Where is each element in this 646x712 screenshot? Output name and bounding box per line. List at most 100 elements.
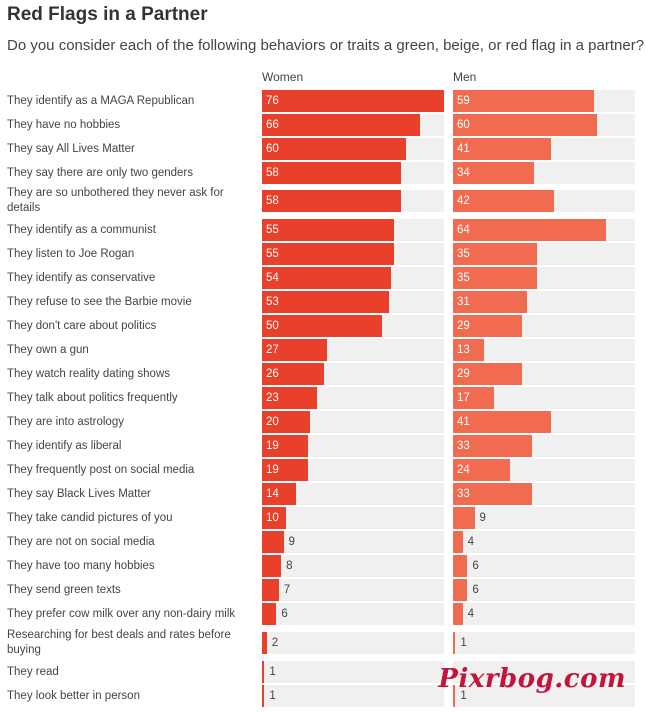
men-bar-track: 33 <box>453 435 635 457</box>
men-bar <box>453 387 494 409</box>
women-bar-track: 1 <box>262 661 444 683</box>
men-bar <box>453 632 456 654</box>
men-bar-track: 6 <box>453 555 635 577</box>
women-bar-track: 14 <box>262 483 444 505</box>
men-value-label: 29 <box>457 320 470 332</box>
category-label: They say Black Lives Matter <box>7 487 151 500</box>
watermark-logo: Pixrbog.com <box>438 664 626 694</box>
women-bar <box>262 632 267 654</box>
men-value-label: 42 <box>457 195 470 207</box>
men-bar-track: 31 <box>453 291 635 313</box>
category-label: They say All Lives Matter <box>7 142 135 155</box>
category-label: They prefer cow milk over any non-dairy … <box>7 607 236 620</box>
women-bar <box>262 219 394 241</box>
men-bar-track: 1 <box>453 685 635 707</box>
women-value-label: 6 <box>281 608 288 620</box>
men-value-label: 4 <box>467 608 474 620</box>
men-bar <box>453 219 607 241</box>
women-bar <box>262 603 277 625</box>
men-bar <box>453 603 463 625</box>
category-label: They watch reality dating shows <box>7 367 170 380</box>
women-value-label: 19 <box>266 464 279 476</box>
women-bar-track: 27 <box>262 339 444 361</box>
men-bar <box>453 555 468 577</box>
women-bar <box>262 387 318 409</box>
women-bar <box>262 579 279 601</box>
women-bar-track: 1 <box>262 685 444 707</box>
category-label: They read <box>7 665 59 678</box>
men-bar <box>453 291 528 313</box>
women-value-label: 66 <box>266 119 279 131</box>
men-bar-track: 9 <box>453 507 635 529</box>
men-value-label: 9 <box>479 512 486 524</box>
category-label: Researching for best deals and rates bef… <box>7 629 231 656</box>
men-bar-track: 24 <box>453 459 635 481</box>
men-bar <box>453 339 485 361</box>
women-value-label: 23 <box>266 392 279 404</box>
men-bar-track <box>453 661 635 683</box>
women-bar <box>262 243 394 265</box>
women-value-label: 54 <box>266 272 279 284</box>
women-bar <box>262 507 286 529</box>
women-value-label: 76 <box>266 95 279 107</box>
women-value-label: 58 <box>266 195 279 207</box>
men-bar <box>453 267 537 289</box>
women-value-label: 55 <box>266 224 279 236</box>
men-value-label: 17 <box>457 392 470 404</box>
men-bar-track: 29 <box>453 363 635 385</box>
men-bar-track: 1 <box>453 632 635 654</box>
category-label: They talk about politics frequently <box>7 391 178 404</box>
men-bar-track: 4 <box>453 531 635 553</box>
women-bar-track: 6 <box>262 603 444 625</box>
women-value-label: 27 <box>266 344 279 356</box>
women-value-label: 53 <box>266 296 279 308</box>
category-label: They have no hobbies <box>7 118 121 131</box>
category-label: They have too many hobbies <box>7 559 155 572</box>
women-value-label: 20 <box>266 416 279 428</box>
women-value-label: 2 <box>271 637 279 649</box>
men-bar <box>453 435 533 457</box>
women-bar <box>262 162 401 184</box>
men-value-label: 29 <box>457 368 470 380</box>
women-bar <box>262 138 406 160</box>
men-bar-track: 41 <box>453 411 635 433</box>
women-bar <box>262 315 382 337</box>
women-bar-track: 54 <box>262 267 444 289</box>
men-bar <box>453 507 475 529</box>
women-bar-track: 20 <box>262 411 444 433</box>
women-bar-track: 58 <box>262 190 444 212</box>
women-bar-track: 55 <box>262 219 444 241</box>
category-label: They identify as a MAGA Republican <box>7 94 195 107</box>
category-label: They own a gun <box>7 343 89 356</box>
category-label: They frequently post on social media <box>7 463 195 476</box>
men-bar-track: 29 <box>453 315 635 337</box>
women-bar-track: 8 <box>262 555 444 577</box>
women-bar <box>262 459 308 481</box>
women-bar <box>262 363 325 385</box>
men-column-header: Men <box>453 70 477 84</box>
men-bar <box>453 579 468 601</box>
women-value-label: 14 <box>266 488 279 500</box>
men-bar <box>453 363 523 385</box>
chart-title: Red Flags in a Partner <box>7 4 208 25</box>
women-value-label: 26 <box>266 368 279 380</box>
men-value-label: 4 <box>467 536 474 548</box>
category-label: They don't care about politics <box>7 319 157 332</box>
men-bar-track: 64 <box>453 219 635 241</box>
men-bar-track: 60 <box>453 114 635 136</box>
category-label: They take candid pictures of you <box>7 511 173 524</box>
category-label: They identify as a communist <box>7 223 156 236</box>
women-bar <box>262 483 296 505</box>
men-bar <box>453 483 533 505</box>
women-bar <box>262 291 389 313</box>
men-value-label: 13 <box>457 344 470 356</box>
men-value-label: 1 <box>460 637 467 649</box>
women-bar <box>262 435 308 457</box>
women-bar-track: 60 <box>262 138 444 160</box>
women-bar <box>262 339 327 361</box>
men-bar-track: 41 <box>453 138 635 160</box>
men-value-label: 6 <box>472 560 479 572</box>
men-bar <box>453 114 597 136</box>
category-label: They identify as liberal <box>7 439 122 452</box>
men-bar-track: 4 <box>453 603 635 625</box>
